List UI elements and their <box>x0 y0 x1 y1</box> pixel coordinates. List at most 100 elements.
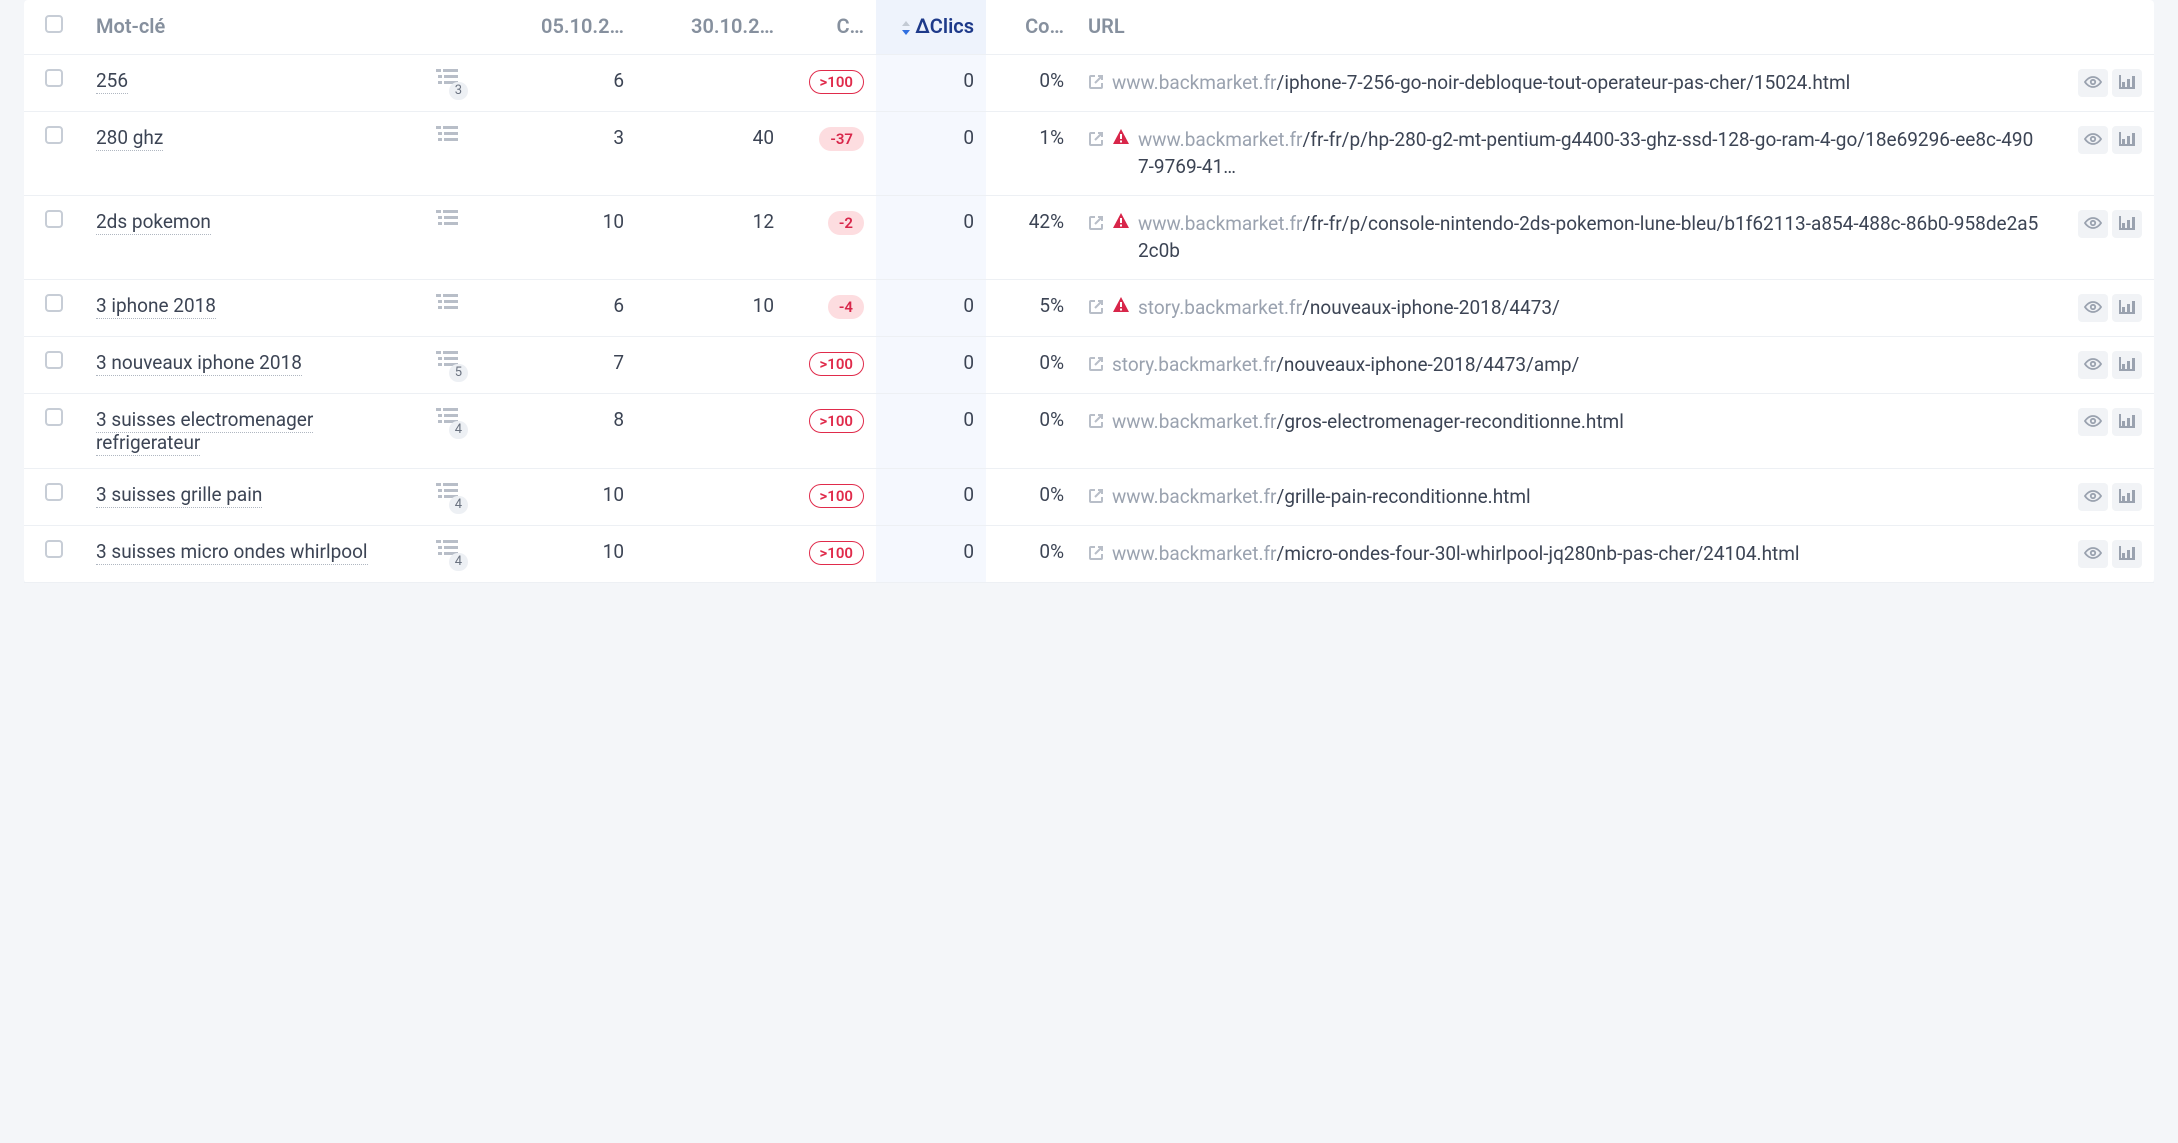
change-pill: >100 <box>809 541 864 565</box>
external-link-icon[interactable] <box>1088 72 1104 95</box>
row-checkbox-cell <box>24 336 84 393</box>
url-path: /micro-ondes-four-30l-whirlpool-jq280nb-… <box>1277 542 1800 565</box>
preview-button[interactable] <box>2078 294 2108 322</box>
chart-button[interactable] <box>2112 408 2142 436</box>
bar-chart-icon <box>2119 410 2135 433</box>
chart-button[interactable] <box>2112 351 2142 379</box>
keyword-cell: 3 suisses grille pain <box>84 468 424 525</box>
row-checkbox[interactable] <box>45 540 63 558</box>
actions-cell <box>2054 525 2154 582</box>
preview-button[interactable] <box>2078 408 2108 436</box>
preview-button[interactable] <box>2078 126 2108 154</box>
serp-list-button[interactable]: 5 <box>436 351 458 374</box>
keyword-link[interactable]: 2ds pokemon <box>96 210 211 235</box>
external-link-icon[interactable] <box>1088 486 1104 509</box>
url-link[interactable]: www.backmarket.fr/gros-electromenager-re… <box>1112 408 1624 436</box>
preview-button[interactable] <box>2078 69 2108 97</box>
co-value: 0% <box>986 336 1076 393</box>
row-checkbox[interactable] <box>45 69 63 87</box>
warning-icon <box>1112 128 1130 151</box>
keyword-link[interactable]: 3 suisses electromenager refrigerateur <box>96 408 313 456</box>
select-all-checkbox[interactable] <box>45 15 63 33</box>
table-row: 25636>10000%www.backmarket.fr/iphone-7-2… <box>24 54 2154 111</box>
preview-button[interactable] <box>2078 483 2108 511</box>
date1-value: 10 <box>486 525 636 582</box>
url-link[interactable]: www.backmarket.fr/fr-fr/p/console-ninten… <box>1138 210 2042 265</box>
row-checkbox-cell <box>24 279 84 336</box>
url-path: /grille-pain-reconditionne.html <box>1277 485 1531 508</box>
keyword-link[interactable]: 256 <box>96 69 128 94</box>
chart-button[interactable] <box>2112 294 2142 322</box>
url-link[interactable]: story.backmarket.fr/nouveaux-iphone-2018… <box>1138 294 1560 322</box>
header-c[interactable]: C… <box>786 0 876 54</box>
serp-list-button[interactable] <box>436 294 458 317</box>
row-checkbox[interactable] <box>45 126 63 144</box>
preview-button[interactable] <box>2078 351 2108 379</box>
header-keyword[interactable]: Mot-clé <box>84 0 424 54</box>
header-delta-clics[interactable]: ΔClics <box>876 0 986 54</box>
change-pill: -4 <box>828 295 864 319</box>
url-link[interactable]: www.backmarket.fr/iphone-7-256-go-noir-d… <box>1112 69 1850 97</box>
warning-icon <box>1112 212 1130 235</box>
header-url[interactable]: URL <box>1076 0 2054 54</box>
serp-list-button[interactable] <box>436 126 458 149</box>
header-date1[interactable]: 05.10.2… <box>486 0 636 54</box>
co-value: 42% <box>986 195 1076 279</box>
keyword-cell: 3 suisses electromenager refrigerateur <box>84 393 424 468</box>
url-link[interactable]: www.backmarket.fr/micro-ondes-four-30l-w… <box>1112 540 1800 568</box>
list-icon-cell: 5 <box>424 336 486 393</box>
serp-list-button[interactable]: 3 <box>436 69 458 92</box>
external-link-icon[interactable] <box>1088 213 1104 236</box>
row-checkbox[interactable] <box>45 483 63 501</box>
bar-chart-icon <box>2119 485 2135 508</box>
chart-button[interactable] <box>2112 210 2142 238</box>
chart-button[interactable] <box>2112 126 2142 154</box>
change-cell: >100 <box>786 393 876 468</box>
keyword-link[interactable]: 3 nouveaux iphone 2018 <box>96 351 302 376</box>
url-link[interactable]: www.backmarket.fr/fr-fr/p/hp-280-g2-mt-p… <box>1138 126 2042 181</box>
serp-list-button[interactable]: 4 <box>436 408 458 431</box>
row-checkbox[interactable] <box>45 351 63 369</box>
header-date2[interactable]: 30.10.2… <box>636 0 786 54</box>
chart-button[interactable] <box>2112 540 2142 568</box>
external-link-icon[interactable] <box>1088 543 1104 566</box>
chart-button[interactable] <box>2112 69 2142 97</box>
url-domain: www.backmarket.fr <box>1138 212 1303 235</box>
bar-chart-icon <box>2119 212 2135 235</box>
chart-button[interactable] <box>2112 483 2142 511</box>
row-checkbox[interactable] <box>45 294 63 312</box>
serp-list-button[interactable] <box>436 210 458 233</box>
external-link-icon[interactable] <box>1088 297 1104 320</box>
row-checkbox-cell <box>24 54 84 111</box>
keyword-cell: 3 iphone 2018 <box>84 279 424 336</box>
change-cell: >100 <box>786 336 876 393</box>
date2-value: 12 <box>636 195 786 279</box>
co-value: 0% <box>986 468 1076 525</box>
row-checkbox[interactable] <box>45 408 63 426</box>
table-row: 3 suisses electromenager refrigerateur48… <box>24 393 2154 468</box>
external-link-icon[interactable] <box>1088 129 1104 152</box>
url-path: /gros-electromenager-reconditionne.html <box>1277 410 1624 433</box>
co-value: 0% <box>986 525 1076 582</box>
date2-value: 40 <box>636 111 786 195</box>
keyword-link[interactable]: 3 suisses grille pain <box>96 483 262 508</box>
serp-list-button[interactable]: 4 <box>436 483 458 506</box>
keyword-link[interactable]: 280 ghz <box>96 126 163 151</box>
external-link-icon[interactable] <box>1088 411 1104 434</box>
external-link-icon[interactable] <box>1088 354 1104 377</box>
preview-button[interactable] <box>2078 540 2108 568</box>
serp-list-button[interactable]: 4 <box>436 540 458 563</box>
url-domain: story.backmarket.fr <box>1112 353 1276 376</box>
eye-icon <box>2084 71 2102 94</box>
keyword-link[interactable]: 3 suisses micro ondes whirlpool <box>96 540 368 565</box>
url-link[interactable]: www.backmarket.fr/grille-pain-reconditio… <box>1112 483 1531 511</box>
eye-icon <box>2084 353 2102 376</box>
url-domain: www.backmarket.fr <box>1112 410 1277 433</box>
row-checkbox[interactable] <box>45 210 63 228</box>
url-domain: www.backmarket.fr <box>1112 485 1277 508</box>
url-link[interactable]: story.backmarket.fr/nouveaux-iphone-2018… <box>1112 351 1579 379</box>
preview-button[interactable] <box>2078 210 2108 238</box>
keyword-link[interactable]: 3 iphone 2018 <box>96 294 216 319</box>
header-co[interactable]: Co… <box>986 0 1076 54</box>
url-cell: www.backmarket.fr/fr-fr/p/console-ninten… <box>1076 195 2054 279</box>
